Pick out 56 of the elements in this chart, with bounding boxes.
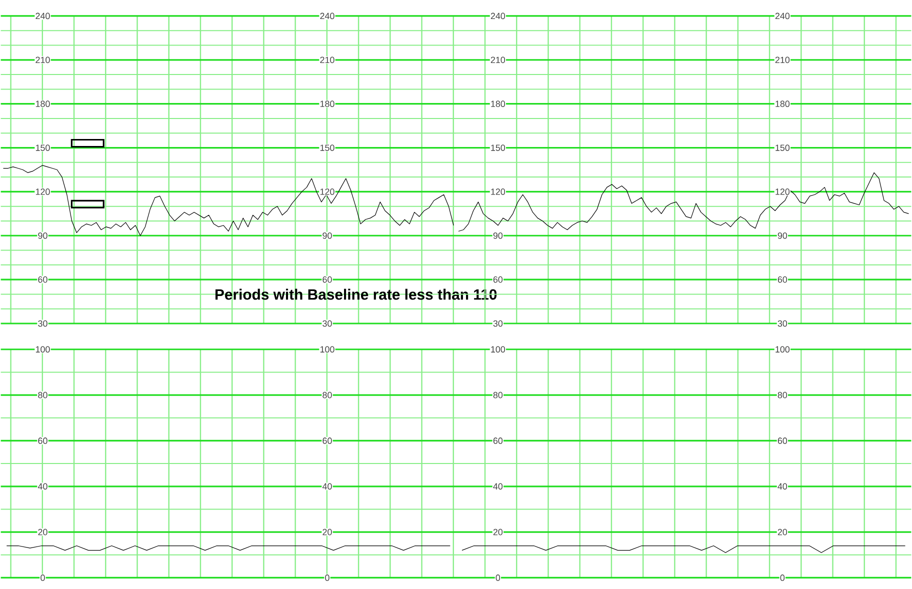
y2-tick-label: 60	[322, 276, 332, 283]
y2-tick-label: 120	[320, 188, 334, 195]
y-tick-label: 100	[36, 346, 50, 353]
y2-tick-label: 40	[778, 483, 788, 490]
y-tick-label: 60	[38, 438, 48, 444]
y-tick-label: 20	[38, 528, 48, 536]
y-tick-label: 30	[38, 320, 48, 327]
y2-tick-label: 240	[320, 12, 334, 20]
y-tick-label: 150	[491, 144, 506, 151]
y-tick-label: 30	[493, 320, 503, 327]
y-tick-label: 180	[491, 100, 506, 108]
y-tick-label: 240	[36, 12, 50, 20]
y-tick-label: 40	[493, 483, 503, 490]
y2-tick-label: 60	[778, 276, 788, 283]
y2-tick-label: 180	[320, 100, 334, 108]
y-tick-label: 60	[493, 276, 503, 283]
y2-tick-label: 120	[776, 188, 790, 195]
y2-tick-label: 80	[322, 392, 332, 398]
y2-tick-label: 40	[322, 483, 332, 490]
y-tick-label: 80	[493, 392, 503, 398]
y-tick-label: 60	[493, 438, 503, 444]
y2-tick-label: 240	[775, 12, 790, 20]
y-tick-label: 180	[36, 100, 50, 108]
y-tick-label: 120	[36, 188, 50, 195]
y2-tick-label: 210	[775, 56, 790, 64]
y-tick-label: 210	[490, 56, 506, 64]
y-tick-label: 150	[36, 144, 50, 151]
y-tick-label: 0	[40, 574, 45, 581]
y2-tick-label: 0	[780, 574, 785, 581]
y2-tick-label: 60	[778, 438, 788, 444]
y2-tick-label: 30	[322, 320, 332, 327]
y2-tick-label: 80	[778, 392, 788, 398]
y2-tick-label: 30	[778, 320, 788, 327]
y2-tick-label: 20	[778, 528, 788, 536]
y2-tick-label: 20	[322, 528, 332, 536]
y2-tick-label: 150	[776, 144, 790, 151]
y2-tick-label: 0	[325, 574, 330, 581]
y-tick-label: 20	[493, 528, 503, 536]
y2-tick-label: 180	[776, 100, 790, 108]
y2-tick-label: 60	[322, 438, 332, 444]
y-tick-label: 240	[490, 12, 506, 20]
y-tick-label: 80	[38, 392, 48, 398]
y-tick-label: 90	[493, 232, 503, 239]
y2-tick-label: 210	[320, 56, 334, 64]
y-tick-label: 40	[38, 483, 48, 490]
y2-tick-label: 150	[320, 144, 334, 151]
y-tick-label: 100	[491, 346, 506, 353]
y-tick-label: 90	[38, 232, 48, 239]
y-tick-label: 0	[496, 574, 500, 581]
y-tick-label: 210	[36, 56, 50, 64]
y2-tick-label: 90	[322, 232, 332, 239]
y2-tick-label: 90	[778, 232, 788, 239]
y2-tick-label: 100	[776, 346, 790, 353]
y2-tick-label: 100	[320, 346, 334, 353]
y-tick-label: 120	[491, 188, 506, 195]
y-tick-label: 60	[38, 276, 48, 283]
